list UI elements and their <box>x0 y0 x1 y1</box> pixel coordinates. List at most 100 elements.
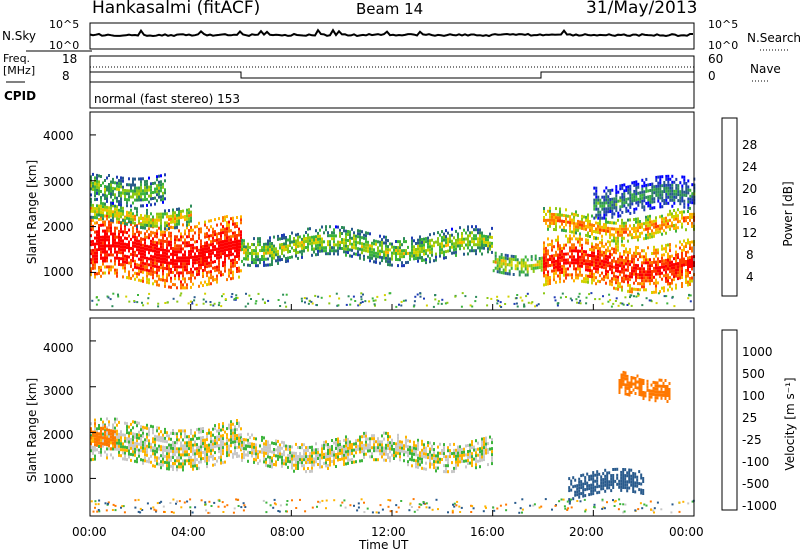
heatmap-cell <box>575 210 577 214</box>
heatmap-cell <box>122 248 124 252</box>
heatmap-cell <box>373 303 376 306</box>
heatmap-cell <box>94 448 96 452</box>
heatmap-cell <box>635 245 637 249</box>
heatmap-cell <box>613 236 615 240</box>
heatmap-cell <box>162 278 164 282</box>
heatmap-cell <box>263 451 265 455</box>
heatmap-cell <box>665 198 668 202</box>
heatmap-cell <box>389 257 391 261</box>
heatmap-cell <box>595 198 598 202</box>
heatmap-cell <box>543 250 545 254</box>
heatmap-cell <box>271 242 273 245</box>
heatmap-cell <box>563 243 565 247</box>
heatmap-cell <box>625 206 628 210</box>
heatmap-cell <box>647 270 649 274</box>
heatmap-cell <box>156 193 158 197</box>
heatmap-cell <box>186 208 188 212</box>
heatmap-cell <box>611 215 614 219</box>
heatmap-cell <box>182 450 184 454</box>
heatmap-cell <box>134 447 136 451</box>
heatmap-cell <box>502 271 505 275</box>
heatmap-cell <box>164 260 166 264</box>
heatmap-cell <box>236 446 238 449</box>
heatmap-cell <box>579 243 581 247</box>
heatmap-cell <box>208 243 210 247</box>
heatmap-cell <box>263 248 265 252</box>
heatmap-cell <box>619 199 622 203</box>
heatmap-cell <box>150 233 152 237</box>
heatmap-cell <box>291 240 293 244</box>
heatmap-cell <box>188 271 190 275</box>
heatmap-cell <box>599 219 601 223</box>
heatmap-cell <box>375 254 377 258</box>
heatmap-cell <box>477 243 479 247</box>
heatmap-cell <box>595 213 598 217</box>
heatmap-cell <box>577 258 579 262</box>
heatmap-cell <box>565 258 567 262</box>
heatmap-cell <box>136 460 138 464</box>
heatmap-cell <box>200 445 202 449</box>
heatmap-cell <box>571 276 573 280</box>
heatmap-cell <box>150 266 152 270</box>
heatmap-cell <box>633 257 635 261</box>
heatmap-cell <box>563 252 565 256</box>
heatmap-cell <box>643 237 645 241</box>
heatmap-cell <box>591 278 593 282</box>
heatmap-cell <box>102 438 104 442</box>
heatmap-cell <box>90 434 92 438</box>
heatmap-cell <box>579 240 581 244</box>
heatmap-cell <box>663 217 665 221</box>
heatmap-cell <box>136 254 138 258</box>
heatmap-cell <box>132 232 134 236</box>
heatmap-cell <box>651 194 654 198</box>
heatmap-cell <box>218 241 220 245</box>
heatmap-cell <box>653 185 656 189</box>
heatmap-cell <box>559 277 561 281</box>
heatmap-cell <box>178 250 180 254</box>
heatmap-cell <box>547 237 549 241</box>
heatmap-cell <box>269 248 271 252</box>
heatmap-cell <box>142 446 144 450</box>
heatmap-cell <box>655 184 658 188</box>
heatmap-cell <box>359 241 361 245</box>
heatmap-cell <box>669 255 671 259</box>
heatmap-cell <box>673 201 676 205</box>
heatmap-cell <box>90 206 92 210</box>
heatmap-cell <box>226 230 228 234</box>
heatmap-cell <box>204 250 206 254</box>
heatmap-cell <box>236 455 238 458</box>
heatmap-cell <box>232 216 234 220</box>
heatmap-cell <box>603 260 605 264</box>
heatmap-cell <box>595 227 597 231</box>
heatmap-cell <box>385 256 387 260</box>
heatmap-cell <box>193 299 196 302</box>
heatmap-cell <box>224 260 226 264</box>
heatmap-cell <box>685 191 688 194</box>
heatmap-cell <box>222 228 224 232</box>
heatmap-cell <box>679 267 681 271</box>
heatmap-cell <box>621 243 623 247</box>
heatmap-cell <box>545 246 547 250</box>
heatmap-cell <box>90 184 92 188</box>
heatmap-cell <box>631 196 634 200</box>
heatmap-cell <box>599 259 601 263</box>
heatmap-cell <box>360 292 363 295</box>
heatmap-cell <box>689 188 692 192</box>
heatmap-cell <box>605 220 607 224</box>
heatmap-cell <box>190 216 192 220</box>
heatmap-cell <box>469 243 471 247</box>
heatmap-cell <box>222 440 224 444</box>
heatmap-cell <box>182 283 184 287</box>
heatmap-cell <box>138 198 140 202</box>
heatmap-cell <box>603 223 605 227</box>
heatmap-cell <box>156 268 158 272</box>
heatmap-cell <box>663 202 666 205</box>
heatmap-cell <box>218 271 220 275</box>
heatmap-cell <box>583 250 585 254</box>
heatmap-cell <box>102 247 104 251</box>
heatmap-cell <box>611 283 613 287</box>
heatmap-cell <box>116 438 118 442</box>
heatmap-cell <box>621 186 624 190</box>
heatmap-cell <box>132 426 134 430</box>
heatmap-cell <box>110 244 112 248</box>
